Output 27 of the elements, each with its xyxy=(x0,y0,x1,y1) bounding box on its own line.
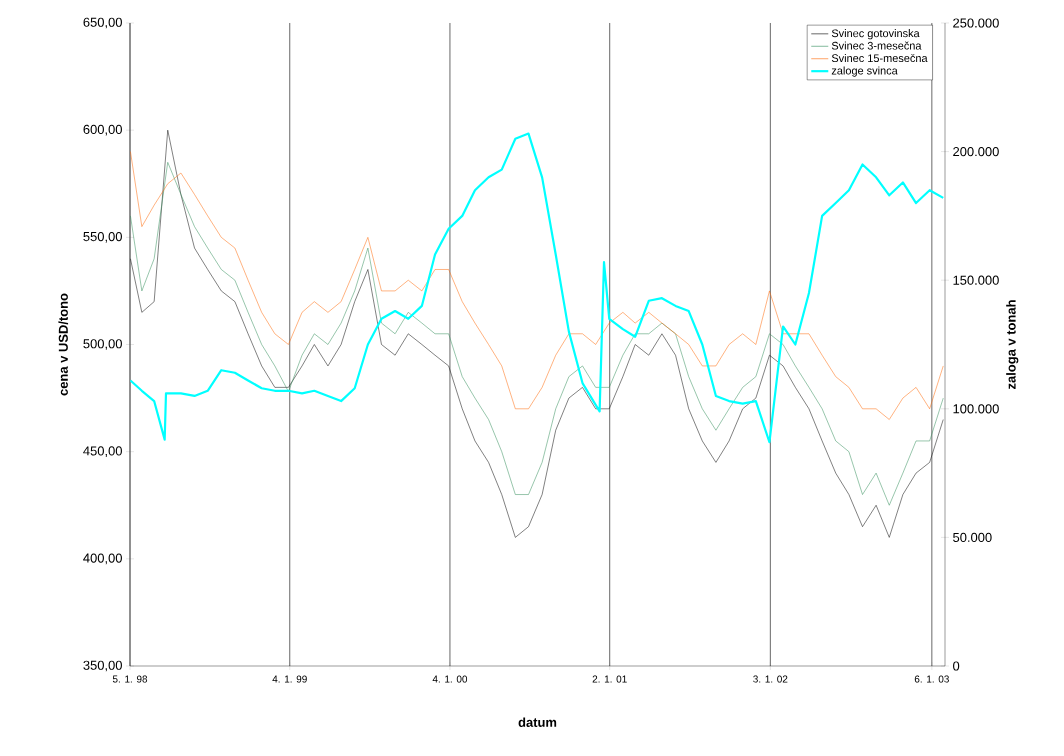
legend-label: Svinec gotovinska xyxy=(831,29,920,40)
y2-tick-label: 150.000 xyxy=(953,275,999,285)
x-tick-label: 2. 1. 01 xyxy=(592,675,627,683)
x-tick-label: 6. 1. 03 xyxy=(914,675,949,683)
y-tick-label: 450,00 xyxy=(83,446,122,458)
legend-label: Svinec 15-mesečna xyxy=(831,54,928,63)
x-tick-label: 3. 1. 02 xyxy=(753,675,788,683)
y-tick-label: 500,00 xyxy=(83,339,122,350)
x-tick-label: 5. 1. 98 xyxy=(112,675,148,683)
y2-tick-label: 0 xyxy=(953,661,960,671)
y-tick-label: 600,00 xyxy=(83,124,122,136)
y-tick-label: 550,00 xyxy=(83,231,122,243)
y2-tick-label: 50.000 xyxy=(953,532,992,542)
y-axis-title: cena v USD/tono xyxy=(58,293,69,396)
y-tick-label: 650,00 xyxy=(83,17,122,29)
x-axis-title: datum xyxy=(518,717,557,727)
y2-tick-label: 100.000 xyxy=(953,404,999,414)
x-tick-label: 4. 1. 00 xyxy=(432,675,468,683)
y2-tick-label: 250.000 xyxy=(953,18,999,28)
y2-tick-label: 200.000 xyxy=(953,147,999,157)
y2-axis-title: zaloga v tonah xyxy=(1006,300,1019,389)
y-tick-label: 400,00 xyxy=(83,553,122,565)
x-tick-label: 4. 1. 99 xyxy=(272,675,307,683)
y-tick-label: 350,00 xyxy=(83,660,122,672)
legend-label: Svinec 3-mesečna xyxy=(831,41,922,50)
line-series xyxy=(130,162,944,506)
legend-label: zaloge svinca xyxy=(831,66,898,77)
